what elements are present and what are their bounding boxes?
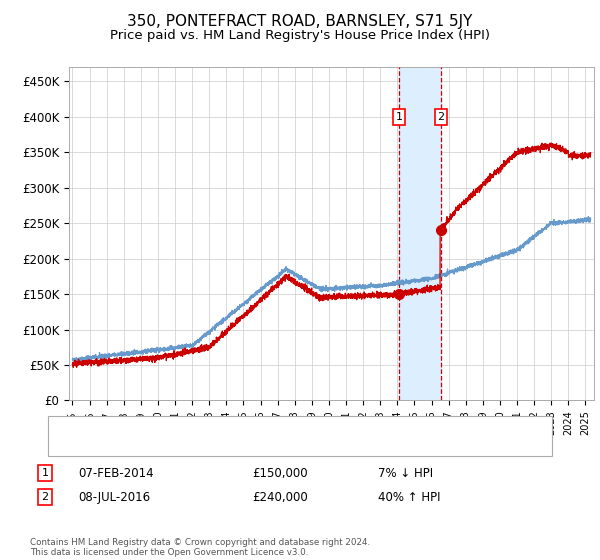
Text: Contains HM Land Registry data © Crown copyright and database right 2024.
This d: Contains HM Land Registry data © Crown c… [30, 538, 370, 557]
Text: 08-JUL-2016: 08-JUL-2016 [78, 491, 150, 504]
Bar [399, 67, 441, 400]
Text: 1: 1 [395, 112, 403, 122]
Text: 40% ↑ HPI: 40% ↑ HPI [378, 491, 440, 504]
Text: 07-FEB-2014: 07-FEB-2014 [78, 466, 154, 480]
Text: £150,000: £150,000 [252, 466, 308, 480]
Text: 350, PONTEFRACT ROAD, BARNSLEY, S71 5JY (detached house): 350, PONTEFRACT ROAD, BARNSLEY, S71 5JY … [99, 422, 428, 432]
Text: 1: 1 [41, 468, 49, 478]
Text: 350, PONTEFRACT ROAD, BARNSLEY, S71 5JY: 350, PONTEFRACT ROAD, BARNSLEY, S71 5JY [127, 14, 473, 29]
Text: 7% ↓ HPI: 7% ↓ HPI [378, 466, 433, 480]
Text: 2: 2 [437, 112, 445, 122]
Text: 2: 2 [41, 492, 49, 502]
Text: Price paid vs. HM Land Registry's House Price Index (HPI): Price paid vs. HM Land Registry's House … [110, 29, 490, 42]
Text: £240,000: £240,000 [252, 491, 308, 504]
Text: HPI: Average price, detached house, Barnsley: HPI: Average price, detached house, Barn… [99, 440, 337, 450]
